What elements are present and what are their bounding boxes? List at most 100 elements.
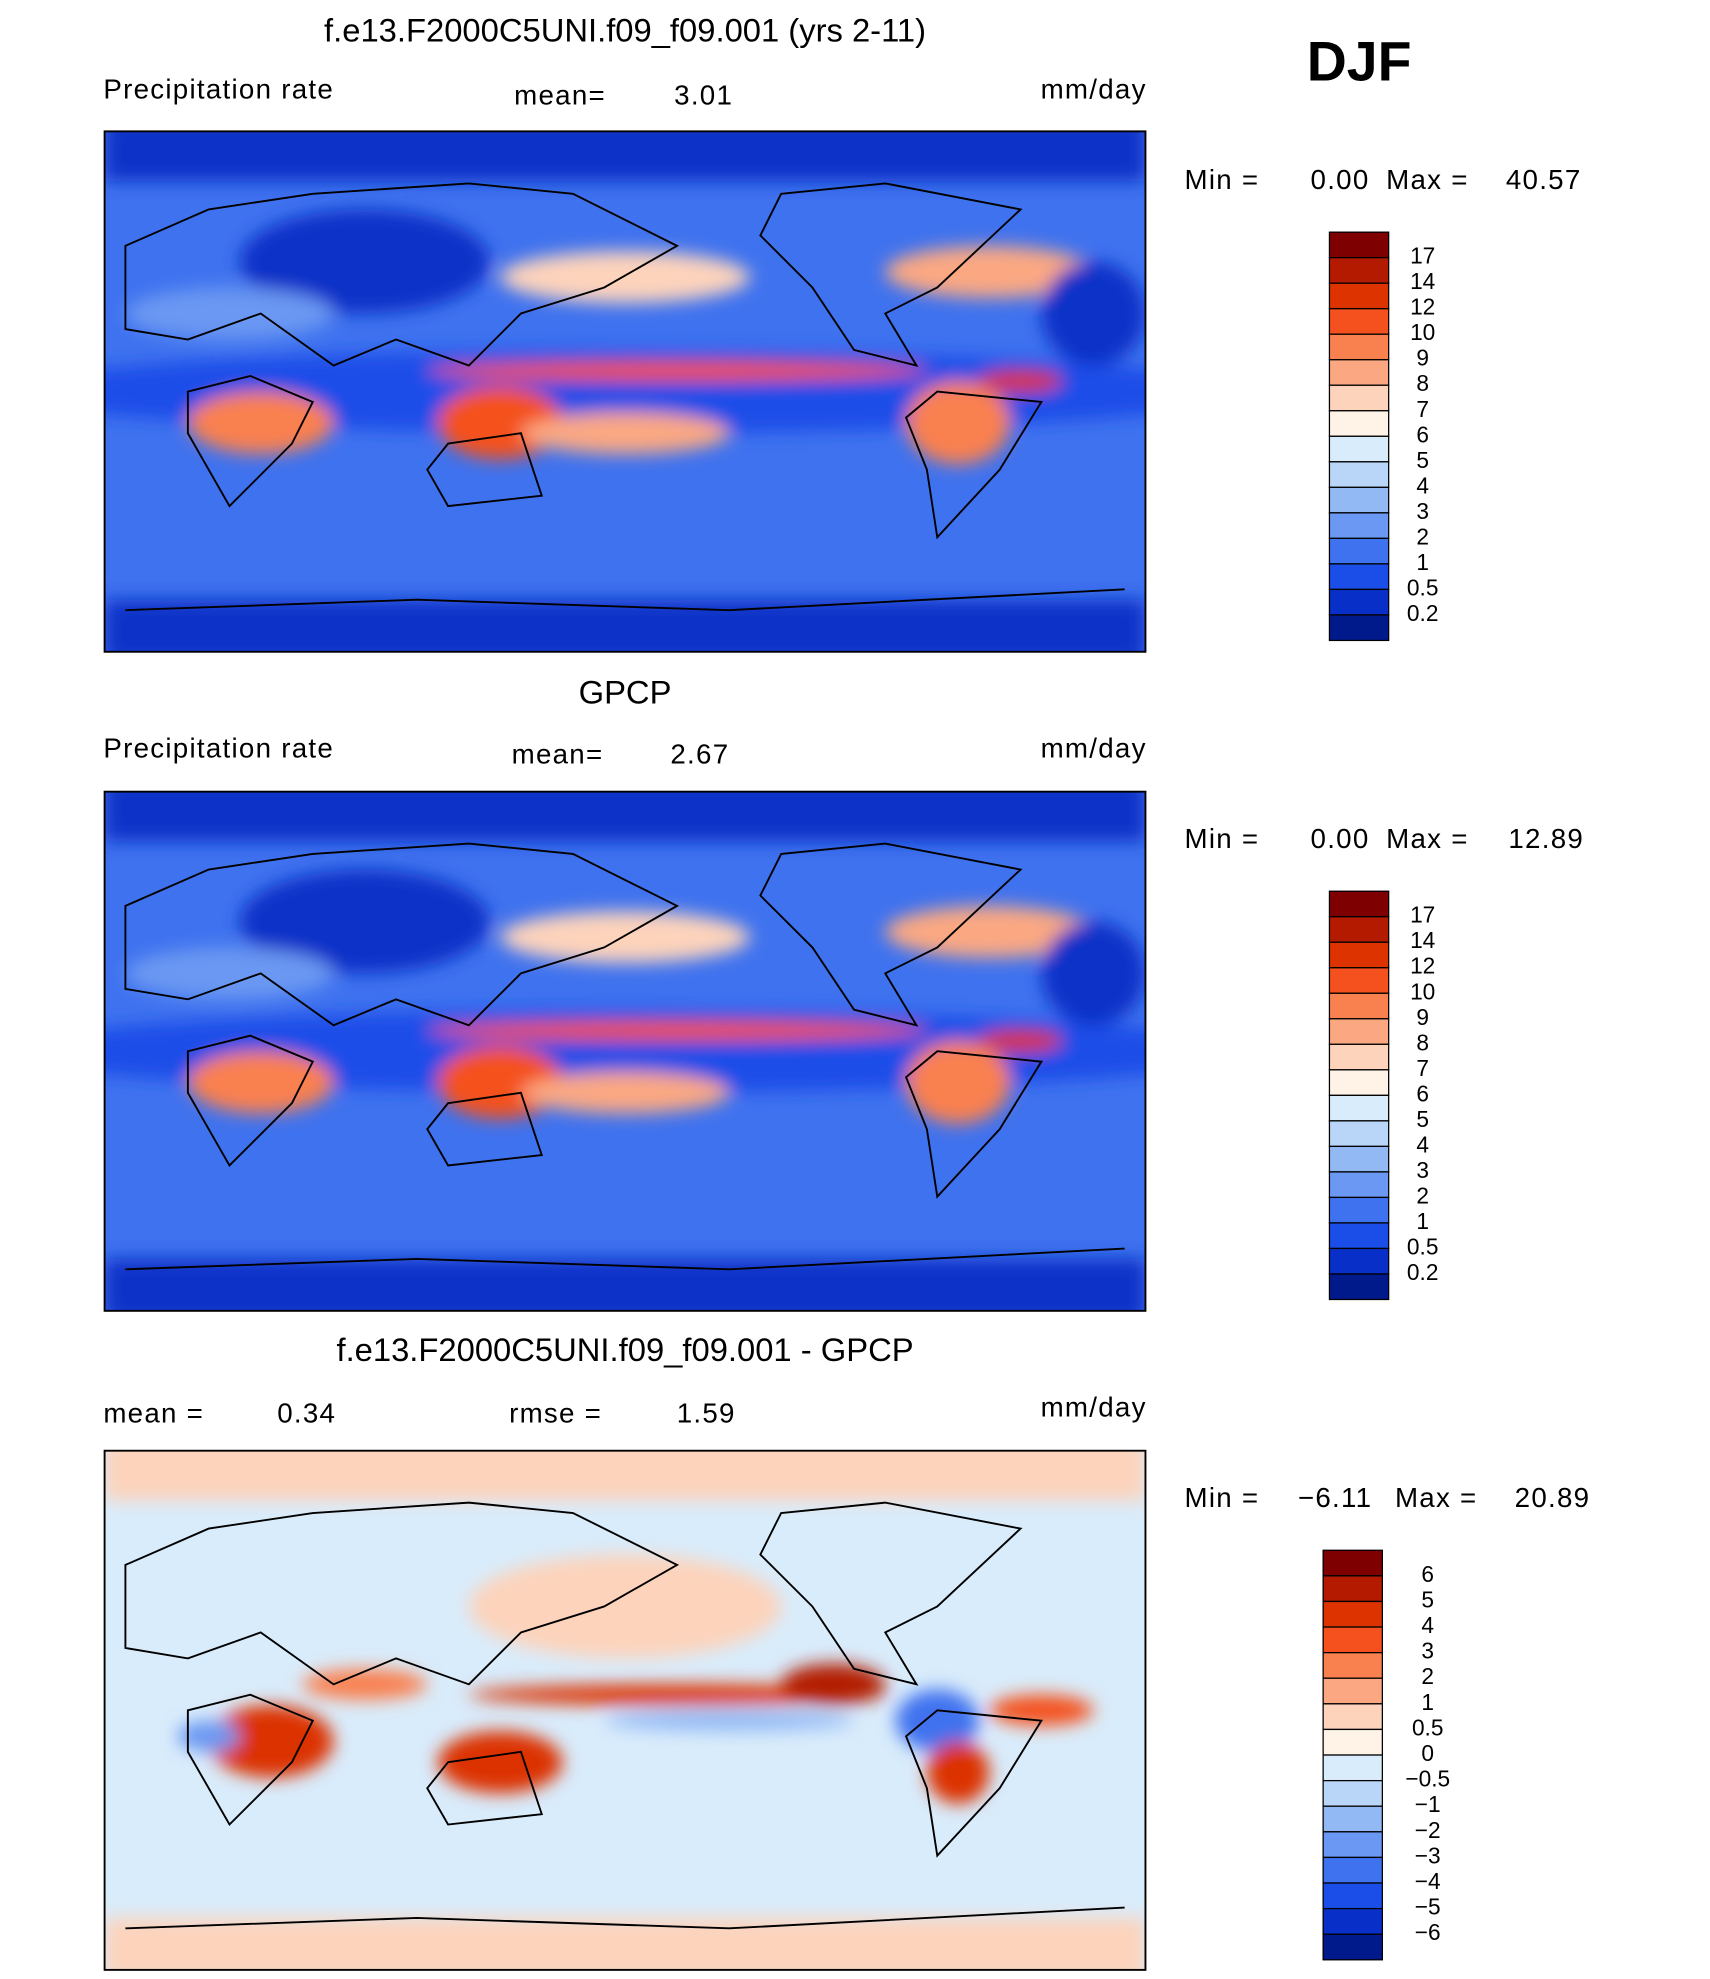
field-blob bbox=[1041, 921, 1146, 1026]
colorbar-swatch bbox=[1328, 563, 1390, 591]
coastline bbox=[186, 374, 315, 508]
colorbar-label: −1 bbox=[1415, 1791, 1441, 1817]
colorbar-label: 4 bbox=[1421, 1612, 1434, 1638]
colorbar-swatch bbox=[1328, 614, 1390, 642]
coastline bbox=[904, 390, 1043, 540]
colorbar-label: 7 bbox=[1416, 396, 1429, 422]
colorbar-swatch bbox=[1328, 359, 1390, 386]
field-blob bbox=[906, 1040, 1011, 1124]
colorbar-swatch bbox=[1328, 967, 1390, 994]
field-blob bbox=[239, 869, 490, 974]
panel-title: GPCP bbox=[579, 673, 672, 710]
coastline bbox=[904, 1709, 1043, 1858]
min-label: Min = bbox=[1185, 823, 1260, 854]
colorbar-swatch bbox=[1328, 333, 1390, 361]
colorbar-swatch bbox=[1328, 257, 1390, 284]
colorbar-label: 5 bbox=[1421, 1586, 1434, 1612]
coastline bbox=[904, 1050, 1043, 1199]
field-blob bbox=[187, 1051, 334, 1114]
field-label: Precipitation rate bbox=[103, 73, 334, 104]
colorbar-label: 3 bbox=[1421, 1638, 1434, 1664]
min-value: −6.11 bbox=[1298, 1482, 1372, 1513]
colorbar-swatch bbox=[1322, 1882, 1383, 1910]
colorbar-label: 3 bbox=[1416, 498, 1429, 524]
colorbar-swatch bbox=[1322, 1805, 1383, 1833]
field-blob bbox=[302, 1668, 428, 1700]
units-label: mm/day bbox=[1041, 1391, 1147, 1422]
max-label: Max = bbox=[1386, 164, 1469, 195]
colorbar-swatch bbox=[1322, 1933, 1383, 1961]
mean-label: mean = bbox=[103, 1398, 204, 1429]
field-blob bbox=[427, 361, 927, 381]
colorbar-label: 8 bbox=[1416, 370, 1429, 396]
colorbar-label: 0.2 bbox=[1407, 600, 1439, 626]
colorbar-label: 12 bbox=[1410, 953, 1435, 979]
rmse-label: rmse = bbox=[509, 1398, 602, 1429]
colorbar-swatch bbox=[1328, 231, 1390, 259]
colorbar-swatch bbox=[1328, 1196, 1390, 1224]
colorbar-swatch bbox=[1328, 1247, 1390, 1275]
colorbar-label: 12 bbox=[1410, 294, 1435, 320]
colorbar-swatch bbox=[1328, 890, 1390, 918]
field-blob bbox=[895, 1689, 979, 1752]
panel-title: f.e13.F2000C5UNI.f09_f09.001 - GPCP bbox=[336, 1331, 913, 1368]
mean-label: mean= bbox=[514, 80, 606, 111]
colorbar-label: 10 bbox=[1410, 978, 1435, 1004]
max-value: 40.57 bbox=[1506, 164, 1582, 195]
field-blob bbox=[978, 1030, 1063, 1052]
colorbar-label: −6 bbox=[1415, 1919, 1441, 1945]
season-label: DJF bbox=[1307, 30, 1412, 92]
colorbar-swatch bbox=[1328, 486, 1390, 514]
field-blob bbox=[427, 1021, 927, 1040]
colorbar-label: 0 bbox=[1421, 1740, 1434, 1766]
colorbar-swatch bbox=[1328, 1273, 1390, 1301]
colorbar-label: −2 bbox=[1415, 1817, 1441, 1843]
colorbar-label: 0.5 bbox=[1412, 1714, 1444, 1740]
rmse-value: 1.59 bbox=[677, 1398, 736, 1429]
field-blob bbox=[177, 1720, 240, 1752]
colorbar-swatch bbox=[1322, 1677, 1383, 1705]
colorbar-swatch bbox=[1322, 1779, 1383, 1807]
colorbar-swatch bbox=[1328, 435, 1390, 463]
coastline bbox=[124, 182, 680, 367]
polar-band bbox=[104, 599, 1146, 652]
field-blob bbox=[468, 1684, 886, 1706]
field-blob bbox=[239, 209, 490, 314]
colorbar-swatch bbox=[1328, 537, 1390, 565]
coastline bbox=[186, 1693, 315, 1827]
colorbar-label: 1 bbox=[1421, 1689, 1434, 1715]
colorbar-label: 10 bbox=[1410, 319, 1435, 345]
colorbar-swatch bbox=[1322, 1754, 1383, 1782]
field-blob bbox=[926, 1741, 990, 1804]
map-panel bbox=[104, 1450, 1146, 1970]
colorbar-swatch bbox=[1328, 1094, 1390, 1122]
units-label: mm/day bbox=[1041, 732, 1147, 763]
min-value: 0.00 bbox=[1311, 164, 1370, 195]
colorbar-swatch bbox=[1328, 1145, 1390, 1173]
coastline bbox=[426, 432, 544, 508]
colorbar-label: 2 bbox=[1416, 1182, 1429, 1208]
field-blob bbox=[500, 911, 750, 963]
colorbar-swatch bbox=[1328, 1069, 1390, 1096]
colorbar-label: 5 bbox=[1416, 447, 1429, 473]
colorbar-swatch bbox=[1328, 461, 1390, 488]
colorbar-label: 0.5 bbox=[1407, 574, 1439, 600]
coastline bbox=[186, 1034, 315, 1168]
colorbar-swatch bbox=[1322, 1831, 1383, 1859]
coastline bbox=[124, 1501, 680, 1686]
colorbar-label: 7 bbox=[1416, 1055, 1429, 1081]
field-blob bbox=[885, 245, 1094, 298]
coastline bbox=[125, 1247, 1125, 1271]
field-blob bbox=[208, 1705, 334, 1778]
colorbar-label: −3 bbox=[1415, 1842, 1441, 1868]
colorbar-swatch bbox=[1328, 308, 1390, 335]
field-blob bbox=[978, 370, 1063, 392]
coastline bbox=[759, 842, 1023, 1027]
map-frame bbox=[103, 1449, 1147, 1971]
colorbar-label: 6 bbox=[1416, 421, 1429, 447]
mean-value: 2.67 bbox=[670, 739, 729, 770]
colorbar-swatch bbox=[1322, 1703, 1383, 1731]
field-blob bbox=[125, 947, 334, 1000]
coastline bbox=[125, 1906, 1125, 1930]
mean-label: mean= bbox=[512, 739, 604, 770]
